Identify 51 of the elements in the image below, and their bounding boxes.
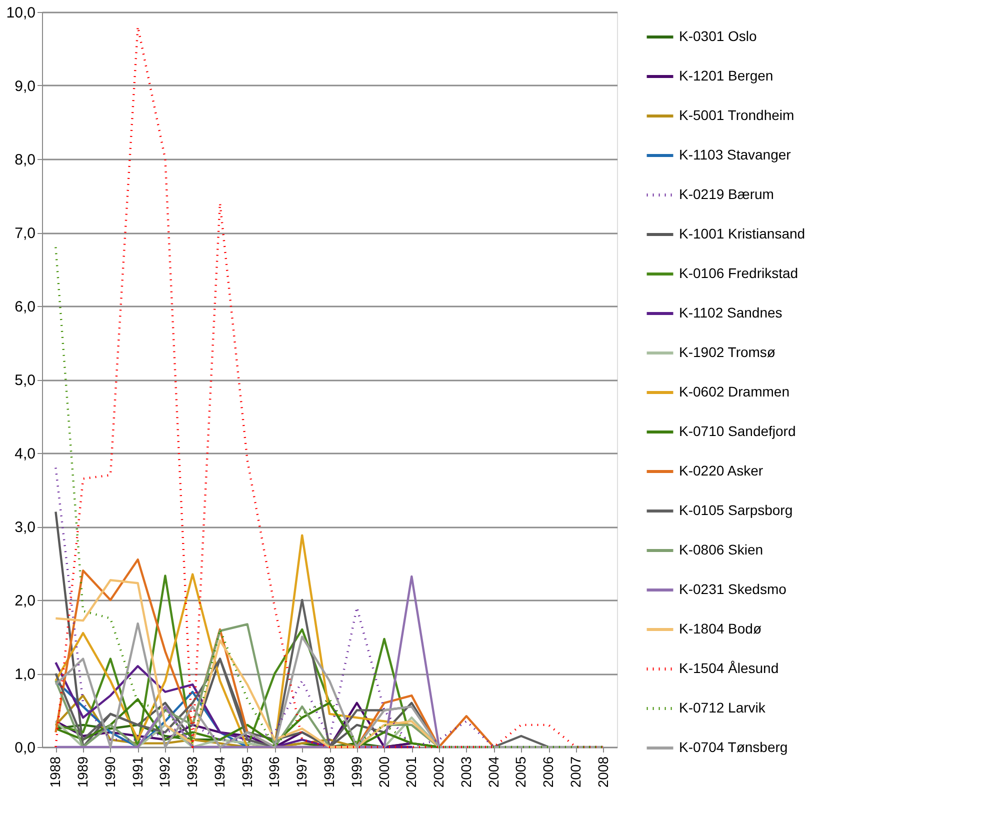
- legend-label: K-1504 Ålesund: [679, 660, 779, 676]
- legend-label: K-1001 Kristiansand: [679, 226, 806, 242]
- legend-label: K-1201 Bergen: [679, 68, 774, 84]
- x-tick-label: 2008: [594, 756, 611, 788]
- legend-label: K-1804 Bodø: [679, 620, 762, 636]
- legend-label: K-0220 Asker: [679, 462, 764, 478]
- x-tick-label: 1996: [266, 756, 282, 788]
- legend-label: K-5001 Trondheim: [679, 107, 794, 123]
- x-tick-label: 1991: [129, 756, 146, 788]
- legend-label: K-0219 Bærum: [679, 186, 774, 202]
- y-tick-label: 8,0: [14, 152, 36, 168]
- x-tick-label: 2005: [512, 756, 529, 788]
- x-tick-label: 1997: [294, 756, 310, 788]
- y-tick-label: 4,0: [14, 446, 36, 462]
- x-tick-label: 2006: [540, 756, 556, 788]
- x-tick-label: 2007: [567, 756, 584, 788]
- x-tick-label: 1993: [184, 756, 200, 788]
- legend-label: K-0712 Larvik: [679, 700, 766, 716]
- y-tick-label: 5,0: [14, 372, 36, 389]
- y-tick-label: 6,0: [14, 298, 36, 316]
- x-tick-label: 2002: [430, 756, 447, 788]
- x-tick-label: 1995: [238, 756, 255, 788]
- x-tick-label: 2000: [376, 756, 392, 788]
- x-tick-label: 1992: [156, 756, 173, 788]
- legend-label: K-0806 Skien: [679, 542, 764, 558]
- x-tick-label: 2004: [485, 756, 502, 788]
- legend-label: K-0704 Tønsberg: [679, 739, 788, 755]
- x-tick-label: 2001: [403, 756, 420, 788]
- legend-label: K-0231 Skedsmo: [679, 581, 787, 597]
- x-tick-label: 1990: [102, 756, 118, 788]
- y-tick-label: 1,0: [14, 666, 36, 683]
- legend-label: K-0602 Drammen: [679, 384, 790, 400]
- y-tick-label: 9,0: [14, 78, 36, 95]
- legend-label: K-1102 Sandnes: [679, 304, 782, 320]
- legend-label: K-1103 Stavanger: [679, 146, 792, 162]
- legend-label: K-0105 Sarpsborg: [679, 502, 793, 518]
- legend-label: K-0301 Oslo: [679, 28, 758, 44]
- x-tick-label: 1994: [211, 756, 228, 788]
- y-tick-label: 0,0: [14, 740, 36, 756]
- y-tick-label: 10,0: [6, 4, 36, 22]
- y-tick-label: 3,0: [14, 519, 36, 536]
- x-tick-label: 2003: [458, 756, 474, 788]
- legend-label: K-0106 Fredrikstad: [679, 265, 798, 281]
- x-tick-label: 1989: [74, 756, 91, 788]
- legend-label: K-0710 Sandefjord: [679, 423, 796, 439]
- x-tick-label: 1999: [348, 756, 364, 788]
- y-tick-label: 7,0: [14, 225, 36, 242]
- x-tick-label: 1988: [47, 756, 64, 788]
- y-tick-label: 2,0: [14, 592, 36, 610]
- legend-label: K-1902 Tromsø: [679, 344, 776, 360]
- x-tick-label: 1998: [321, 756, 337, 788]
